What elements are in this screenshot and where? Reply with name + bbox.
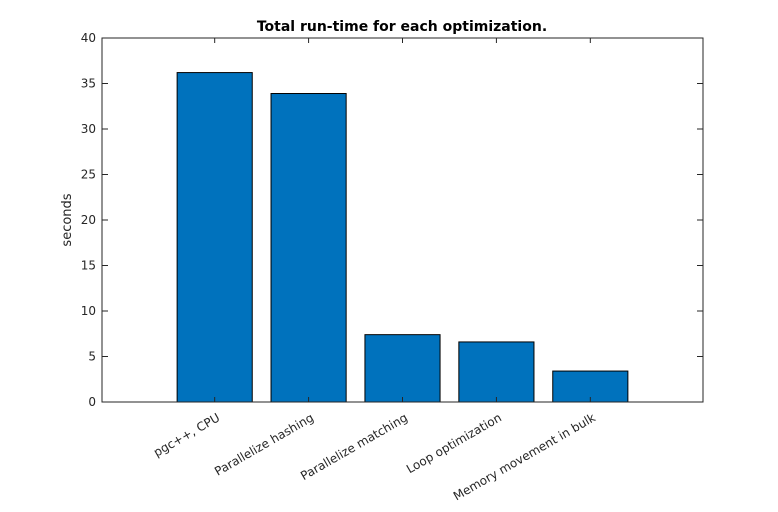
chart-title: Total run-time for each optimization. <box>257 19 547 35</box>
y-tick-label: 10 <box>81 304 96 318</box>
bar-3 <box>458 341 535 403</box>
y-tick-label: 30 <box>81 122 96 136</box>
y-tick-label: 5 <box>88 350 96 364</box>
y-tick-label: 20 <box>81 213 96 227</box>
y-tick-label: 25 <box>81 168 96 182</box>
plot-area-frame <box>101 37 704 403</box>
y-tick-label: 35 <box>81 77 96 91</box>
y-tick-label: 0 <box>88 395 96 409</box>
y-tick-label: 40 <box>81 31 96 45</box>
bar-0 <box>176 72 253 403</box>
bar-4 <box>552 370 629 403</box>
y-axis-label: seconds <box>60 193 75 246</box>
y-tick-label: 15 <box>81 259 96 273</box>
x-tick-label: pgc++, CPU <box>151 410 222 459</box>
bar-2 <box>364 334 441 403</box>
x-tick-label: Loop optimization <box>404 410 504 476</box>
x-tick-label: Parallelize hashing <box>212 410 316 478</box>
y-ticks-group: 0 5 10 15 20 25 30 35 40 <box>81 31 703 409</box>
bar-1 <box>270 93 347 403</box>
bars-group <box>176 72 629 403</box>
